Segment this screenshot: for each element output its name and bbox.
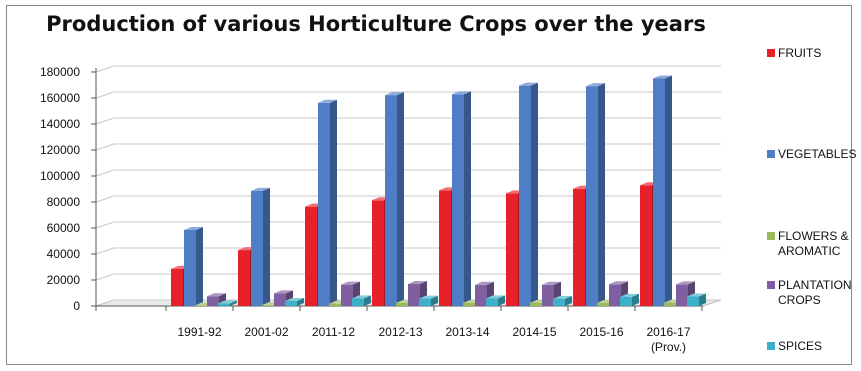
bar (385, 92, 404, 306)
bar-front (653, 79, 665, 307)
gridline-side (96, 118, 114, 124)
bar-front (452, 94, 464, 306)
y-tick-label: 80000 (47, 195, 81, 209)
bar-front (372, 200, 384, 306)
bar-front (251, 191, 263, 306)
bar-front (597, 303, 609, 306)
bar (620, 294, 639, 306)
y-tick-label: 40000 (47, 247, 81, 261)
bar-front (609, 284, 621, 306)
y-tick-label: 60000 (47, 221, 81, 235)
bar-front (396, 303, 408, 306)
bar-front (184, 230, 196, 306)
legend-label: FRUITS (778, 46, 860, 61)
legend-label: SPICES (778, 339, 860, 354)
legend-swatch (767, 342, 775, 350)
bar-front (352, 298, 364, 306)
x-tick-label: 2001-02 (244, 325, 288, 339)
bar-front (329, 304, 341, 306)
bar-front (262, 305, 274, 306)
y-tick-label: 20000 (47, 273, 81, 287)
bar-front (385, 95, 397, 306)
gridline-side (96, 170, 114, 176)
bar-front (218, 304, 230, 306)
gridline-side (96, 66, 114, 72)
x-tick-label: 2013-14 (445, 325, 489, 339)
gridline-side (96, 196, 114, 202)
legend-swatch (767, 281, 775, 289)
x-tick-label: 2014-15 (512, 325, 556, 339)
legend: FRUITS VEGETABLES FLOWERS & AROMATIC PLANTAT… (767, 0, 857, 371)
bar (687, 294, 706, 306)
bar-front (553, 299, 565, 306)
gridline-side (96, 92, 114, 98)
y-tick-label: 140000 (40, 117, 80, 131)
y-tick-label: 120000 (40, 143, 80, 157)
y-tick-label: 100000 (40, 169, 80, 183)
gridline-side (96, 248, 114, 254)
x-tick-label: 2011-12 (312, 325, 355, 339)
bar-front (519, 86, 531, 306)
bar (653, 76, 672, 307)
x-tick-label: 2016-17 (646, 325, 690, 339)
bar-front (676, 284, 688, 306)
bar-front (305, 207, 317, 306)
bar-front (586, 86, 598, 306)
back-wall (114, 66, 721, 300)
legend-label: VEGETABLES (778, 147, 860, 162)
bar (318, 100, 337, 306)
bar-side (330, 100, 337, 306)
y-tick-label: 180000 (40, 65, 80, 79)
bar-front (664, 303, 676, 306)
bar-side (598, 83, 605, 306)
bar-front (640, 185, 652, 306)
legend-label: PLANTATION CROPS (778, 278, 860, 308)
bar-front (419, 299, 431, 306)
bar (452, 91, 471, 306)
y-tick-label: 0 (73, 299, 80, 313)
bar-front (530, 303, 542, 306)
bar (519, 83, 538, 306)
x-tick-label: 2012-13 (378, 325, 422, 339)
legend-swatch (767, 232, 775, 240)
gridline-side (96, 144, 114, 150)
y-tick-label: 160000 (40, 91, 80, 105)
bar-side (263, 188, 270, 306)
bar-side (665, 76, 672, 307)
bar-front (318, 103, 330, 306)
x-tick-label: (Prov.) (651, 340, 686, 354)
legend-swatch (767, 49, 775, 57)
bar-front (238, 250, 250, 306)
x-tick-label: 1991-92 (177, 325, 221, 339)
bar (184, 227, 203, 306)
bar-front (463, 303, 475, 306)
gridline-side (96, 222, 114, 228)
bar-front (542, 285, 554, 306)
bar-front (620, 297, 632, 306)
x-tick-label: 2015-16 (579, 325, 623, 339)
bar-side (196, 227, 203, 306)
bar-front (274, 293, 286, 306)
legend-swatch (767, 150, 775, 158)
bar-front (486, 298, 498, 306)
bar-front (195, 305, 207, 306)
bar-front (285, 301, 297, 306)
bar-front (207, 296, 219, 306)
legend-label: FLOWERS & AROMATIC (778, 229, 860, 259)
bar-front (408, 284, 420, 306)
bar-front (687, 297, 699, 306)
bar-front (506, 193, 518, 306)
gridline-side (96, 274, 114, 280)
bar-front (341, 285, 353, 306)
bar-side (531, 83, 538, 306)
bar-front (573, 189, 585, 306)
bar (586, 83, 605, 306)
bar (251, 188, 270, 306)
bar-front (171, 269, 183, 306)
bar-front (475, 285, 487, 306)
bar-side (397, 92, 404, 306)
bar-front (439, 190, 451, 306)
bar-side (464, 91, 471, 306)
